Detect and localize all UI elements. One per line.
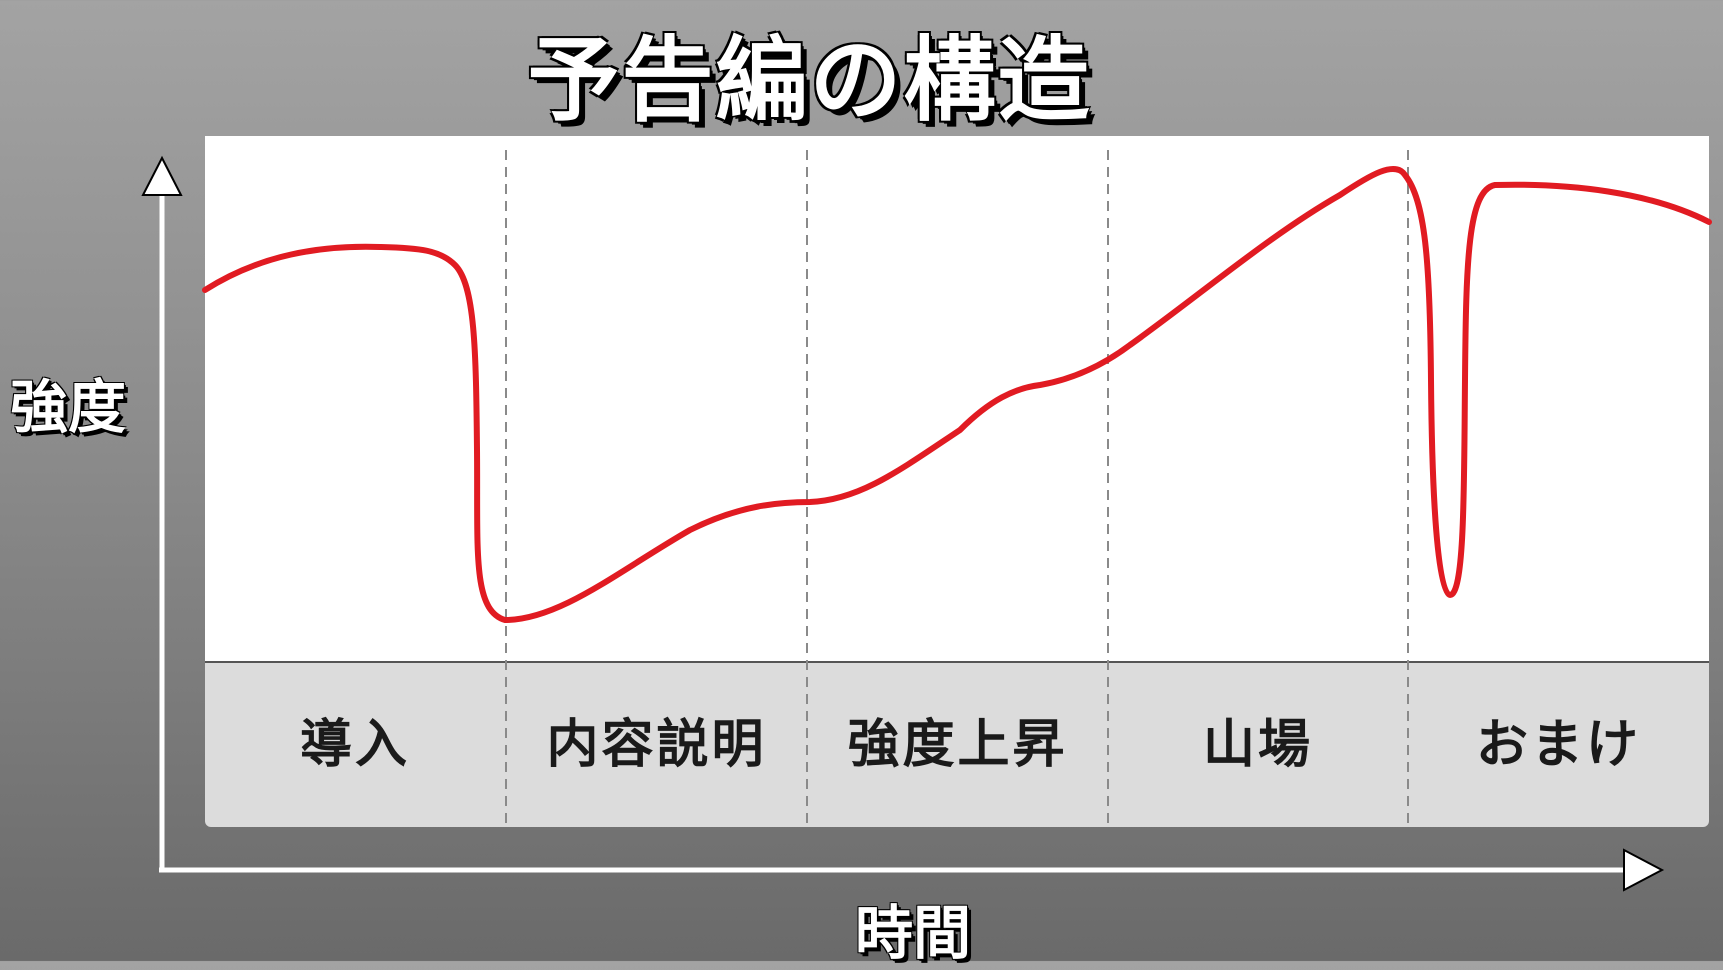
intensity-curve [202, 165, 1712, 623]
y-axis-label: 強度 [10, 373, 127, 441]
phase-label-rise: 強度上昇 [847, 715, 1068, 775]
phase-label-content: 内容説明 [546, 715, 767, 775]
x-axis-arrowhead [1623, 848, 1665, 892]
diagram-title: 予告編の構造 [527, 27, 1092, 134]
phase-label-bonus: おまけ [1475, 715, 1641, 775]
x-axis-label: 時間 [855, 899, 972, 967]
phase-label-climax: 山場 [1202, 715, 1313, 775]
phase-band [205, 661, 1709, 827]
y-axis-arrowhead [141, 155, 183, 196]
phase-label-intro: 導入 [299, 715, 410, 775]
